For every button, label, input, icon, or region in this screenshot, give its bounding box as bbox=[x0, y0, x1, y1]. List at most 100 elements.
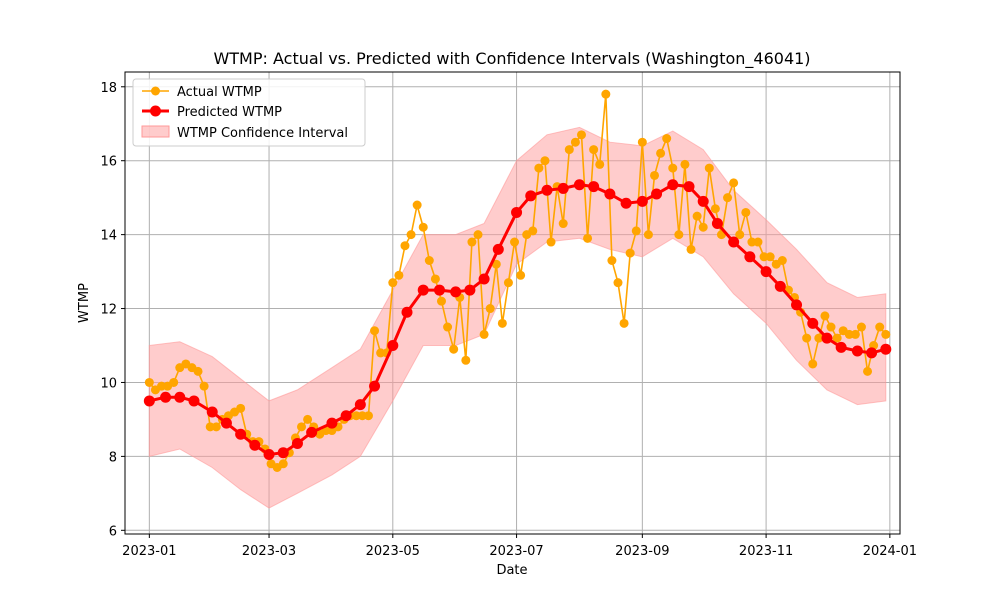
chart-title: WTMP: Actual vs. Predicted with Confiden… bbox=[213, 49, 810, 69]
legend-swatch-band bbox=[141, 125, 170, 138]
actual-point bbox=[656, 148, 666, 158]
actual-point bbox=[193, 366, 203, 376]
x-tick-label: 2023-05 bbox=[366, 544, 420, 559]
predicted-point bbox=[492, 243, 504, 255]
predicted-point bbox=[866, 347, 878, 359]
y-tick-label: 6 bbox=[109, 524, 117, 539]
x-tick-label: 2023-09 bbox=[615, 544, 669, 559]
x-tick-label: 2023-07 bbox=[489, 544, 543, 559]
predicted-point bbox=[683, 181, 695, 193]
actual-point bbox=[856, 322, 866, 332]
actual-point bbox=[595, 159, 605, 169]
predicted-point bbox=[774, 280, 786, 292]
actual-point bbox=[814, 333, 824, 343]
y-axis-label: WTMP bbox=[77, 283, 92, 323]
actual-point bbox=[710, 204, 720, 214]
legend-swatch-marker bbox=[151, 86, 160, 96]
actual-point bbox=[570, 137, 580, 147]
predicted-point bbox=[340, 410, 352, 422]
actual-point bbox=[680, 159, 690, 169]
actual-point bbox=[625, 248, 635, 258]
predicted-point bbox=[835, 341, 847, 353]
actual-point bbox=[467, 237, 477, 247]
actual-point bbox=[723, 193, 733, 203]
predicted-point bbox=[651, 188, 663, 200]
actual-point bbox=[704, 163, 714, 173]
predicted-point bbox=[620, 197, 632, 209]
predicted-point bbox=[697, 195, 709, 207]
predicted-point bbox=[573, 179, 585, 191]
actual-point bbox=[753, 237, 763, 247]
actual-point bbox=[303, 414, 313, 424]
actual-point bbox=[650, 170, 660, 180]
confidence-band bbox=[148, 126, 887, 509]
actual-point bbox=[808, 359, 818, 369]
actual-point bbox=[576, 130, 586, 140]
actual-point bbox=[363, 411, 373, 421]
actual-point bbox=[826, 322, 836, 332]
actual-point bbox=[169, 377, 179, 387]
actual-point bbox=[497, 318, 507, 328]
actual-point bbox=[388, 278, 398, 288]
x-tick-label: 2023-11 bbox=[739, 544, 793, 559]
actual-point bbox=[485, 304, 495, 314]
actual-point bbox=[631, 226, 641, 236]
predicted-point bbox=[249, 439, 261, 451]
plot-frame bbox=[124, 71, 901, 535]
predicted-point bbox=[791, 299, 803, 311]
actual-point bbox=[528, 226, 538, 236]
predicted-point bbox=[511, 206, 523, 218]
actual-point bbox=[534, 163, 544, 173]
actual-point bbox=[443, 322, 453, 332]
actual-point bbox=[412, 200, 422, 210]
legend-label: Predicted WTMP bbox=[177, 105, 282, 120]
actual-point bbox=[729, 178, 739, 188]
y-tick-label: 8 bbox=[109, 450, 117, 465]
actual-point bbox=[662, 134, 672, 144]
predicted-point bbox=[160, 391, 172, 403]
predicted-point bbox=[588, 181, 600, 193]
actual-point bbox=[546, 237, 556, 247]
x-axis-label: Date bbox=[496, 563, 527, 578]
actual-point bbox=[297, 422, 307, 432]
predicted-point bbox=[807, 317, 819, 329]
actual-point bbox=[619, 318, 629, 328]
actual-point bbox=[236, 403, 246, 413]
predicted-point bbox=[557, 182, 569, 194]
predicted-point bbox=[851, 345, 863, 357]
legend-label: WTMP Confidence Interval bbox=[177, 126, 348, 141]
actual-point bbox=[278, 459, 288, 469]
predicted-point bbox=[206, 406, 218, 418]
actual-point bbox=[449, 344, 459, 354]
predicted-point bbox=[464, 284, 476, 296]
actual-point bbox=[820, 311, 830, 321]
actual-point bbox=[394, 270, 404, 280]
predicted-point bbox=[387, 340, 399, 352]
confidence-band-layer bbox=[148, 126, 887, 509]
actual-point bbox=[144, 377, 154, 387]
predicted-point bbox=[433, 284, 445, 296]
actual-point bbox=[516, 270, 526, 280]
predicted-point bbox=[450, 286, 462, 298]
actual-point bbox=[686, 244, 696, 254]
actual-point bbox=[473, 230, 483, 240]
actual-point bbox=[881, 329, 891, 339]
x-tick-label: 2024-01 bbox=[863, 544, 917, 559]
actual-point bbox=[777, 255, 787, 265]
predicted-point bbox=[263, 449, 275, 461]
predicted-point bbox=[369, 380, 381, 392]
actual-point bbox=[479, 329, 489, 339]
predicted-point bbox=[417, 284, 429, 296]
actual-point bbox=[613, 278, 623, 288]
actual-point bbox=[583, 233, 593, 243]
actual-point bbox=[607, 255, 617, 265]
actual-point bbox=[875, 322, 885, 332]
actual-point bbox=[199, 381, 209, 391]
actual-point bbox=[643, 230, 653, 240]
actual-point bbox=[400, 241, 410, 251]
predicted-point bbox=[728, 236, 740, 248]
predicted-point bbox=[235, 428, 247, 440]
actual-point bbox=[802, 333, 812, 343]
legend: Actual WTMP Predicted WTMP WTMP Confidence… bbox=[132, 78, 366, 147]
